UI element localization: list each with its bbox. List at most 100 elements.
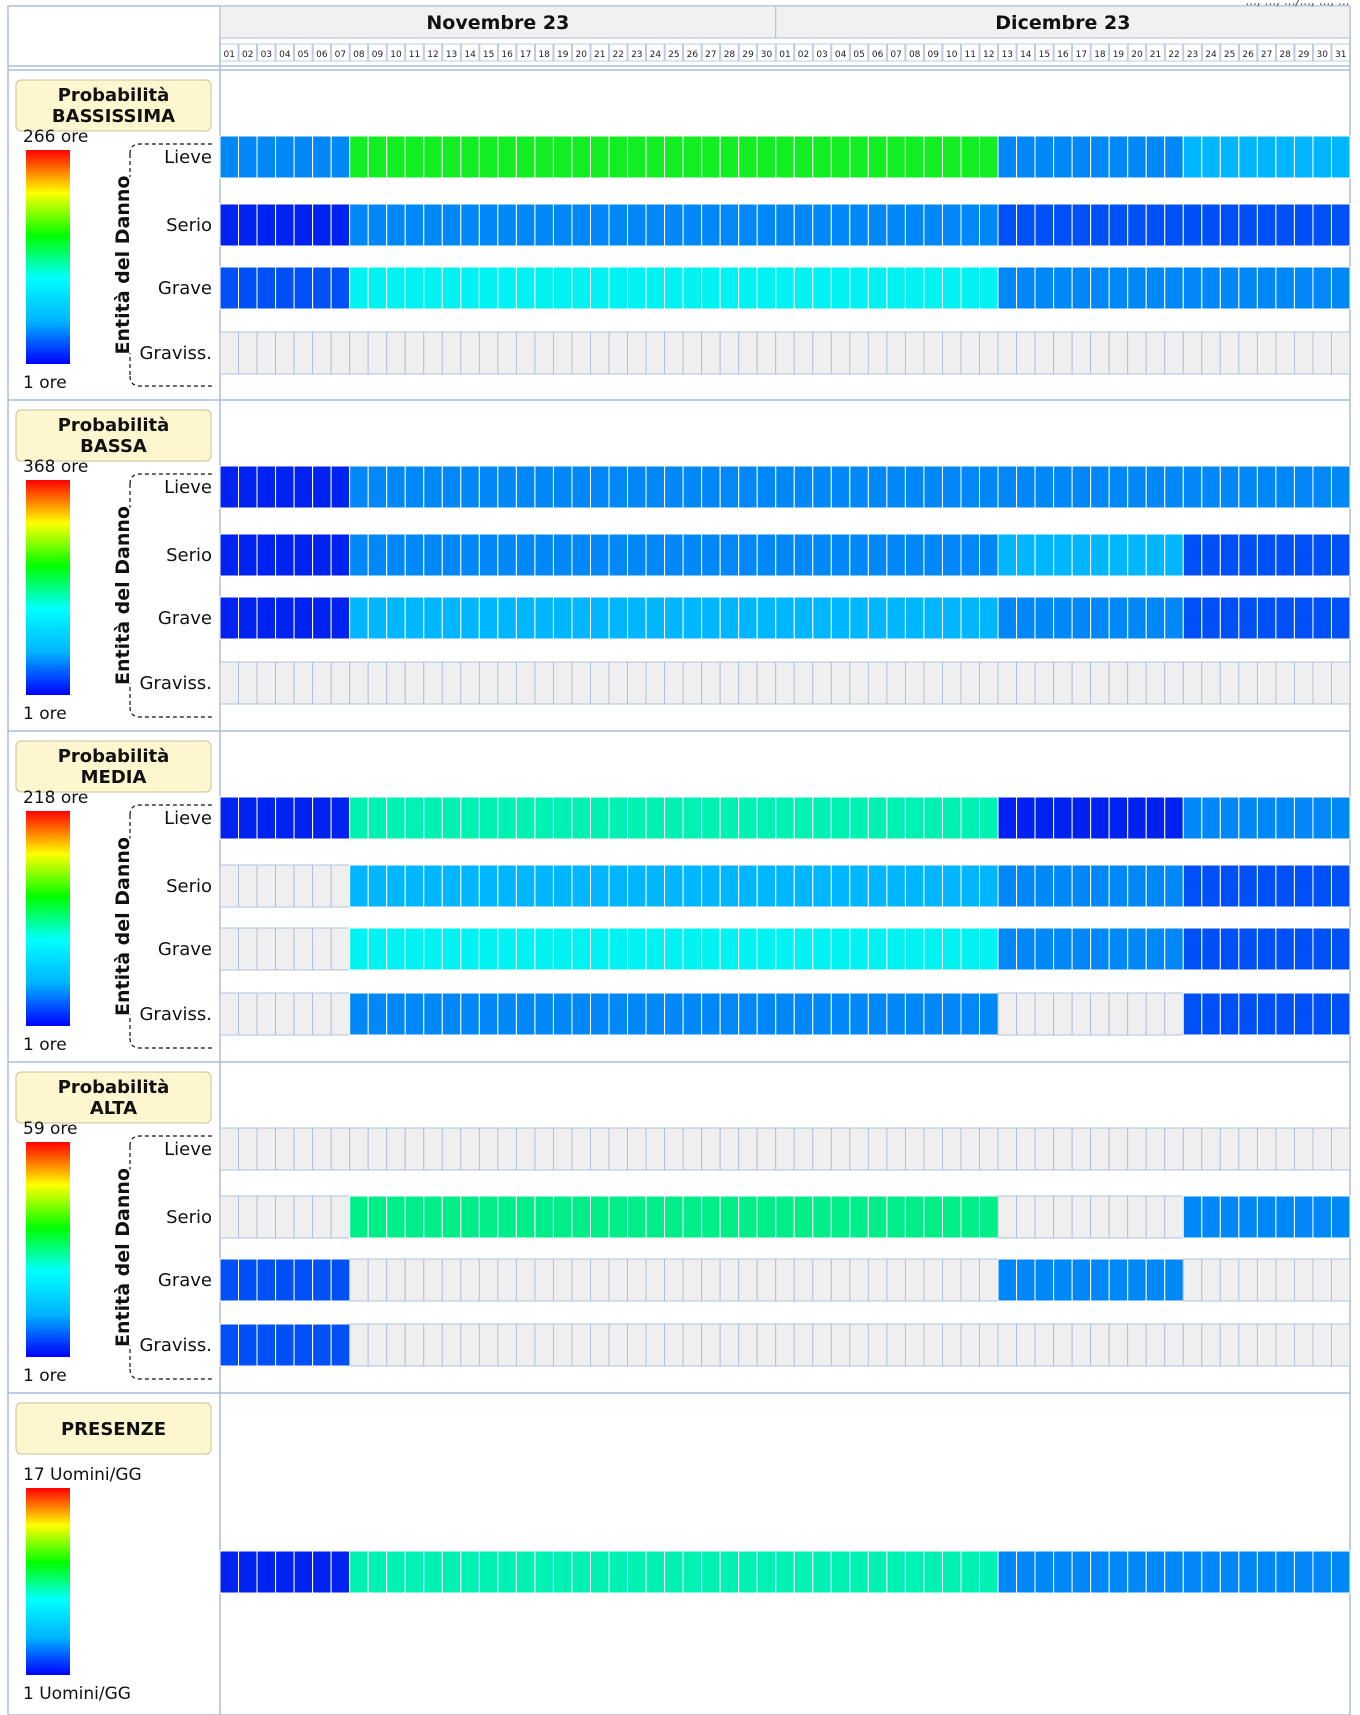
- row-label: Lieve: [164, 147, 212, 168]
- heatmap-cell: [312, 203, 332, 247]
- heatmap-cell: [1312, 465, 1332, 509]
- heatmap-cell: [830, 796, 851, 840]
- legend-max-label: 368 ore: [23, 457, 88, 477]
- heatmap-cell: [1182, 465, 1203, 509]
- legend-gradient-bar: [26, 811, 70, 1026]
- heatmap-cell: [293, 927, 314, 971]
- heatmap-cell: [552, 864, 573, 908]
- day-header-cell: [572, 43, 591, 62]
- heatmap-cell: [1275, 796, 1295, 840]
- heatmap-cell: [904, 1323, 925, 1367]
- heatmap-cell: [904, 864, 925, 908]
- heatmap-cell: [756, 533, 777, 577]
- heatmap-cell: [497, 1127, 517, 1171]
- axis-label-background: [113, 177, 135, 353]
- heatmap-cell: [645, 596, 666, 640]
- heatmap-cell: [571, 596, 591, 640]
- heatmap-cell: [756, 796, 777, 840]
- heatmap-cell: [349, 661, 369, 705]
- row-label: Graviss.: [139, 1004, 212, 1025]
- heatmap-cell: [275, 203, 295, 247]
- heatmap-cell: [645, 331, 666, 375]
- heatmap-cell: [960, 661, 980, 705]
- heatmap-cell: [1164, 864, 1184, 908]
- heatmap-cell: [1090, 1195, 1110, 1239]
- heatmap-cell: [1016, 203, 1036, 247]
- row-label: Graviss.: [139, 343, 212, 364]
- day-header-cell: [442, 43, 461, 62]
- day-header-cell: [460, 43, 480, 62]
- heatmap-cell: [812, 596, 832, 640]
- heatmap-cell: [1330, 992, 1351, 1036]
- heatmap-cell: [441, 203, 462, 247]
- day-header-cell: [349, 43, 369, 62]
- heatmap-cell: [552, 203, 573, 247]
- heatmap-row: Grave: [158, 596, 1351, 640]
- heatmap-cell: [1108, 864, 1129, 908]
- heatmap-cell: [904, 1550, 925, 1594]
- heatmap-cell: [682, 266, 703, 310]
- heatmap-cell: [1071, 533, 1092, 577]
- heatmap-cell: [1016, 596, 1036, 640]
- heatmap-cell: [812, 266, 832, 310]
- heatmap-cell: [441, 661, 462, 705]
- heatmap-cell: [386, 1127, 406, 1171]
- heatmap-cell: [793, 331, 814, 375]
- heatmap-cell: [571, 1323, 591, 1367]
- heatmap-cell: [423, 796, 443, 840]
- heatmap-cell: [830, 135, 851, 179]
- heatmap-cell: [923, 1258, 943, 1302]
- heatmap-cell: [1312, 135, 1332, 179]
- heatmap-cell: [534, 661, 554, 705]
- heatmap-cell: [701, 533, 721, 577]
- bracket-bottom: [129, 706, 212, 718]
- heatmap-cell: [1219, 266, 1240, 310]
- heatmap-cell: [701, 1323, 721, 1367]
- heatmap-cell: [552, 1323, 573, 1367]
- heatmap-cell: [979, 596, 999, 640]
- heatmap-cell: [941, 596, 962, 640]
- heatmap-cell: [886, 1550, 906, 1594]
- heatmap-cell: [275, 135, 295, 179]
- heatmap-cell: [293, 135, 314, 179]
- day-tick-label: 11: [409, 50, 420, 60]
- heatmap-cell: [979, 135, 999, 179]
- heatmap-cell: [1238, 1127, 1258, 1171]
- heatmap-cell: [1182, 796, 1203, 840]
- heatmap-cell: [1016, 266, 1036, 310]
- heatmap-cell: [793, 596, 814, 640]
- heatmap-cell: [738, 465, 758, 509]
- heatmap-cell: [590, 331, 610, 375]
- heatmap-cell: [219, 331, 239, 375]
- heatmap-cell: [1016, 465, 1036, 509]
- heatmap-cell: [1201, 1195, 1221, 1239]
- heatmap-cell: [1127, 661, 1147, 705]
- heatmap-cell: [608, 796, 629, 840]
- heatmap-cell: [571, 135, 591, 179]
- heatmap-cell: [1182, 1127, 1203, 1171]
- heatmap-cell: [293, 864, 314, 908]
- heatmap-cell: [997, 927, 1018, 971]
- panel-label-box: [15, 409, 212, 462]
- heatmap-cell: [608, 927, 629, 971]
- heatmap-cell: [497, 266, 517, 310]
- heatmap-cell: [367, 135, 388, 179]
- heatmap-cell: [1016, 1127, 1036, 1171]
- heatmap-cell: [701, 927, 721, 971]
- heatmap-cell: [849, 864, 869, 908]
- heatmap-cell: [942, 1323, 962, 1367]
- heatmap-cell: [293, 992, 314, 1036]
- heatmap-cell: [1330, 203, 1351, 247]
- day-tick-label: 27: [705, 50, 716, 60]
- heatmap-cell: [1108, 1127, 1129, 1171]
- heatmap-cell: [293, 203, 314, 247]
- heatmap-cell: [293, 533, 314, 577]
- heatmap-cell: [589, 203, 610, 247]
- heatmap-cell: [534, 864, 554, 908]
- heatmap-cell: [330, 465, 351, 509]
- heatmap-cell: [941, 927, 962, 971]
- heatmap-cell: [738, 331, 758, 375]
- heatmap-cell: [701, 1127, 721, 1171]
- heatmap-cell: [904, 331, 925, 375]
- heatmap-cell: [1238, 266, 1258, 310]
